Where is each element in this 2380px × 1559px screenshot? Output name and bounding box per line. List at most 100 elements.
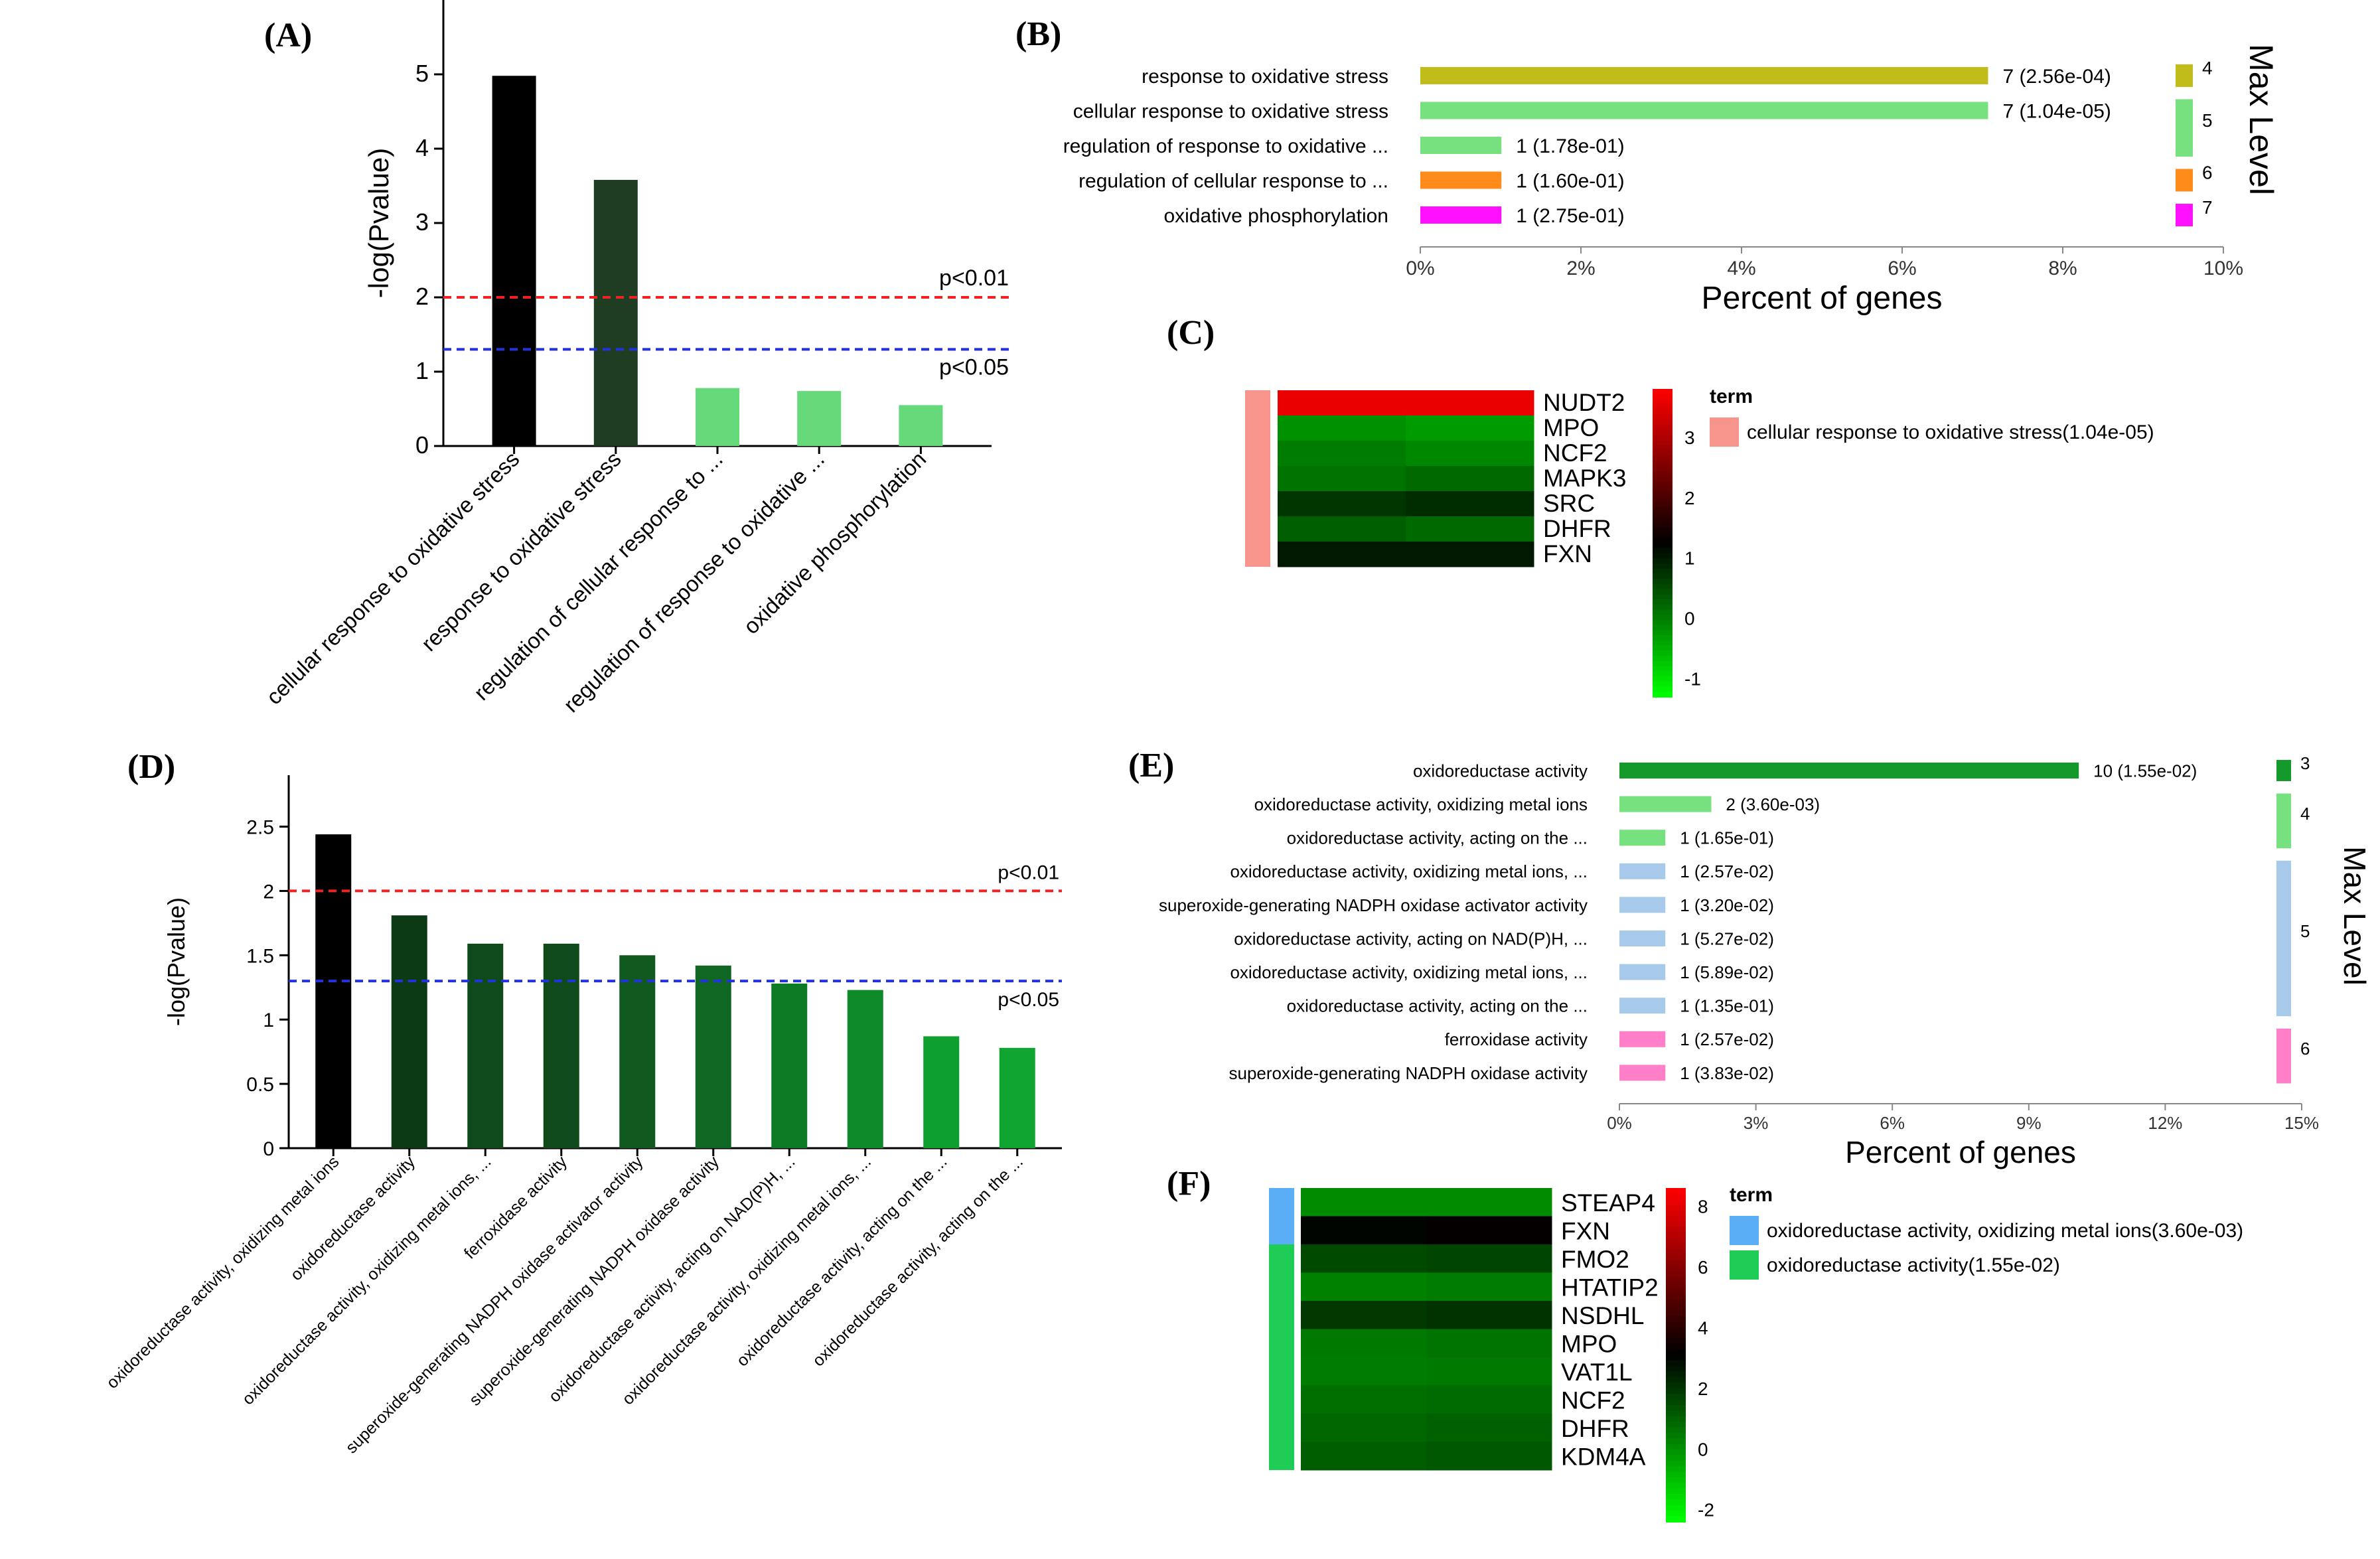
level-strip — [2176, 169, 2193, 192]
x-tick-label: 0% — [1406, 258, 1434, 279]
x-tick-label: response to oxidative stress — [416, 447, 625, 656]
color-scale-segment — [1653, 399, 1673, 406]
category-label: oxidoreductase activity, oxidizing metal… — [1230, 861, 1588, 881]
color-scale-segment — [1653, 645, 1673, 652]
row-label: KDM4A — [1561, 1443, 1646, 1470]
color-scale-segment — [1653, 522, 1673, 528]
category-label: ferroxidase activity — [1445, 1029, 1588, 1049]
color-scale-segment — [1653, 589, 1673, 595]
row-label: NSDHL — [1561, 1302, 1644, 1329]
y-tick-label: 2 — [415, 283, 429, 310]
color-scale-segment — [1666, 1321, 1686, 1328]
x-tick-label: 0% — [1607, 1113, 1632, 1133]
color-scale-segment — [1653, 450, 1673, 457]
color-scale-segment — [1666, 1355, 1686, 1361]
bar — [1619, 930, 1666, 946]
row-label: DHFR — [1543, 515, 1611, 542]
color-scale-segment — [1653, 455, 1673, 462]
color-scale-segment — [1666, 1232, 1686, 1239]
heatmap-cell — [1426, 1301, 1552, 1329]
row-label: MAPK3 — [1543, 465, 1626, 492]
heatmap-cell — [1426, 1272, 1552, 1301]
row-annotation — [1269, 1188, 1294, 1244]
color-scale-segment — [1653, 538, 1673, 544]
heatmap-cell — [1406, 491, 1534, 517]
color-scale-segment — [1666, 1499, 1686, 1506]
threshold-label: p<0.05 — [998, 989, 1059, 1011]
bar — [696, 388, 739, 446]
x-axis-label: Percent of genes — [1845, 1135, 2076, 1169]
color-scale-segment — [1666, 1193, 1686, 1200]
bar — [695, 965, 731, 1148]
color-scale-segment — [1653, 481, 1673, 487]
panel-d: (D) 0 0.5 1 1.5 2 2.5 -log(Pvalue) oxidoreductas… — [103, 748, 1062, 1457]
color-scale-segment — [1653, 594, 1673, 601]
color-scale-segment — [1653, 445, 1673, 451]
heatmap-cell — [1406, 466, 1534, 492]
color-scale-segment — [1666, 1477, 1686, 1484]
color-scale-segment — [1653, 692, 1673, 698]
category-label: oxidative phosphorylation — [1163, 205, 1388, 227]
color-scale-segment — [1666, 1455, 1686, 1461]
heatmap-cell — [1278, 516, 1406, 542]
bar — [1420, 102, 1988, 119]
x-tick-label: 6% — [1880, 1113, 1905, 1133]
color-scale-tick: -1 — [1684, 669, 1701, 690]
y-tick-label: 2.5 — [246, 817, 274, 839]
bar — [771, 983, 808, 1148]
value-label: 7 (1.04e-05) — [2002, 100, 2111, 122]
color-scale-segment — [1653, 512, 1673, 518]
row-label: FXN — [1543, 540, 1592, 567]
color-scale-segment — [1653, 471, 1673, 477]
heatmap-cell — [1406, 441, 1534, 467]
color-scale-segment — [1653, 609, 1673, 616]
row-label: STEAP4 — [1561, 1189, 1655, 1217]
heatmap-cell — [1301, 1188, 1427, 1217]
y-tick-label: 0.5 — [246, 1074, 274, 1096]
heatmap-cell — [1426, 1385, 1552, 1414]
color-scale-segment — [1666, 1511, 1686, 1517]
bar — [1619, 1031, 1666, 1047]
heatmap-cell — [1301, 1385, 1427, 1414]
y-axis-label: -log(Pvalue) — [163, 897, 190, 1026]
bar — [923, 1036, 960, 1148]
category-label: regulation of response to oxidative ... — [1063, 135, 1388, 157]
heatmap-cell — [1426, 1244, 1552, 1273]
color-scale-segment — [1653, 425, 1673, 431]
x-tick-label: 9% — [2016, 1113, 2042, 1133]
color-scale-segment — [1666, 1205, 1686, 1211]
value-label: 1 (2.57e-02) — [1680, 1029, 1774, 1049]
color-scale-segment — [1666, 1332, 1686, 1339]
panel-b: (B) response to oxidative stress 7 (2.56e-… — [1015, 15, 2280, 316]
legend-label: oxidoreductase activity, oxidizing metal… — [1767, 1220, 2243, 1242]
color-scale-segment — [1666, 1427, 1686, 1434]
color-scale-segment — [1666, 1360, 1686, 1367]
panel-label-b: (B) — [1015, 15, 1061, 53]
color-scale-segment — [1653, 620, 1673, 626]
category-label: oxidoreductase activity, oxidizing metal… — [1254, 794, 1588, 814]
color-scale-segment — [1666, 1382, 1686, 1389]
color-scale-segment — [1653, 491, 1673, 498]
bar — [315, 834, 352, 1148]
heatmap-cell — [1278, 542, 1406, 567]
row-label: MPO — [1543, 414, 1599, 441]
color-scale-segment — [1666, 1399, 1686, 1406]
color-scale-segment — [1666, 1310, 1686, 1317]
color-scale-segment — [1666, 1294, 1686, 1300]
category-label: oxidoreductase activity, oxidizing metal… — [1230, 962, 1588, 982]
color-scale-segment — [1666, 1444, 1686, 1451]
legend-title: term — [1710, 386, 1753, 408]
category-label: oxidoreductase activity — [1413, 761, 1588, 780]
color-scale-segment — [1666, 1483, 1686, 1489]
category-label: oxidoreductase activity, acting on the .… — [1287, 996, 1588, 1016]
panel-label-d: (D) — [127, 748, 175, 786]
color-scale-segment — [1653, 686, 1673, 693]
heatmap-cell — [1278, 466, 1406, 492]
bar — [1619, 796, 1712, 812]
color-scale-segment — [1666, 1410, 1686, 1417]
panel-label-f: (F) — [1167, 1165, 1211, 1203]
color-scale-segment — [1653, 573, 1673, 580]
color-scale-segment — [1666, 1226, 1686, 1234]
color-scale-segment — [1653, 671, 1673, 678]
